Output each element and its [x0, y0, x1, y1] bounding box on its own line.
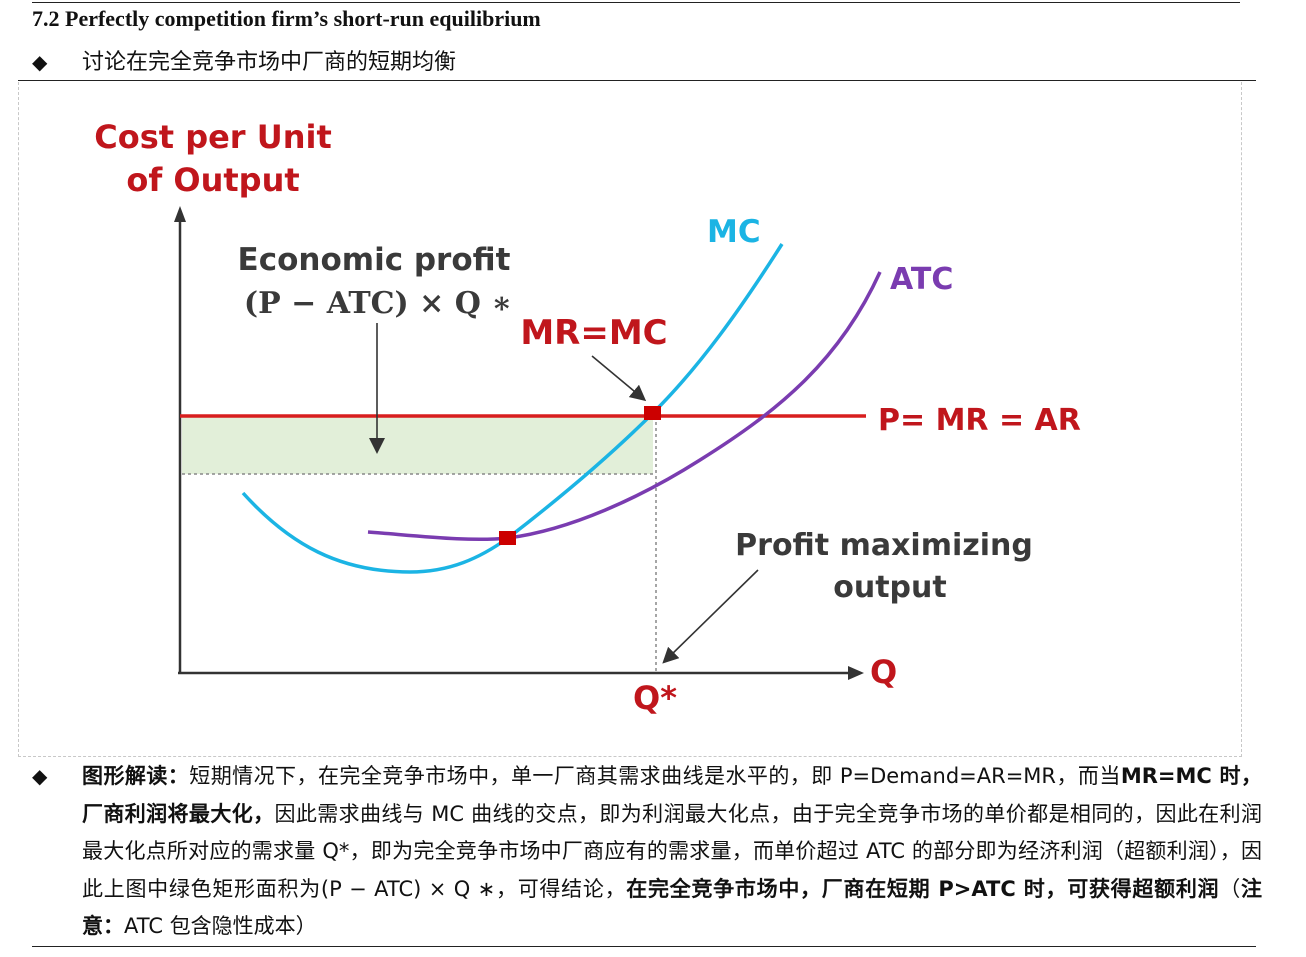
- explanation-sentence: ATC 包含隐性成本）: [124, 914, 317, 938]
- x-axis-label: Q: [870, 653, 897, 691]
- y-axis-label-line1: Cost per Unit: [94, 118, 332, 156]
- explanation-sentence: 短期情况下，在完全竞争市场中，单一厂商其需求曲线是水平的，即 P=Demand=…: [189, 764, 1121, 788]
- explanation-text: 图形解读：短期情况下，在完全竞争市场中，单一厂商其需求曲线是水平的，即 P=De…: [82, 758, 1262, 946]
- explanation-paragraph: ◆ 图形解读：短期情况下，在完全竞争市场中，单一厂商其需求曲线是水平的，即 P=…: [32, 758, 1262, 946]
- mc-label: MC: [707, 214, 761, 250]
- explanation-bold-note: 注意：: [82, 876, 1262, 939]
- profit-max-label-line1: Profit maximizing: [735, 528, 1033, 563]
- mr-mc-arrow: [591, 355, 647, 402]
- subtitle-line: ◆ 讨论在完全竞争市场中厂商的短期均衡: [32, 44, 456, 76]
- mr-mc-point: [644, 406, 661, 420]
- atc-curve: [367, 271, 882, 542]
- explanation-bold-conclusion: 在完全竞争市场中，厂商在短期 P>ATC 时，可获得超额利润: [626, 876, 1220, 901]
- atc-min-point: [499, 531, 516, 545]
- figure-frame: [18, 82, 1242, 757]
- section-title: 7.2 Perfectly competition firm’s short-r…: [32, 6, 541, 31]
- price-line-label: P= MR = AR: [878, 403, 1081, 438]
- explanation-sentence: 因此需求曲线与 MC 曲线的交点，即为利润最大化点，由于完全竞争市场的单价都是相…: [82, 801, 1262, 901]
- top-rule: [32, 2, 1240, 3]
- explanation-bold-heading: 图形解读：: [82, 764, 190, 788]
- q-star-label: Q*: [633, 679, 677, 717]
- bullet-icon: ◆: [32, 764, 48, 788]
- x-axis-arrow: [848, 666, 864, 680]
- profit-max-label-line2: output: [833, 570, 946, 605]
- economic-profit-formula: (P − ATC) × Q ∗: [244, 286, 512, 321]
- profit-max-arrow: [662, 569, 759, 664]
- y-axis-label-line2: of Output: [126, 161, 299, 199]
- header-rule: [18, 80, 1256, 81]
- atc-label: ATC: [890, 262, 953, 297]
- economic-profit-label: Economic profit: [238, 242, 511, 278]
- mr-mc-label: MR=MC: [520, 313, 667, 353]
- subtitle-text: 讨论在完全竞争市场中厂商的短期均衡: [82, 50, 457, 75]
- y-axis-arrow: [174, 206, 186, 222]
- explanation-sentence: （: [1219, 876, 1241, 901]
- explanation-bold-key-point: MR=MC 时，厂商利润将最大化，: [82, 764, 1262, 826]
- profit-area: [182, 416, 653, 474]
- bullet-icon: ◆: [32, 50, 48, 74]
- bottom-rule: [32, 946, 1256, 947]
